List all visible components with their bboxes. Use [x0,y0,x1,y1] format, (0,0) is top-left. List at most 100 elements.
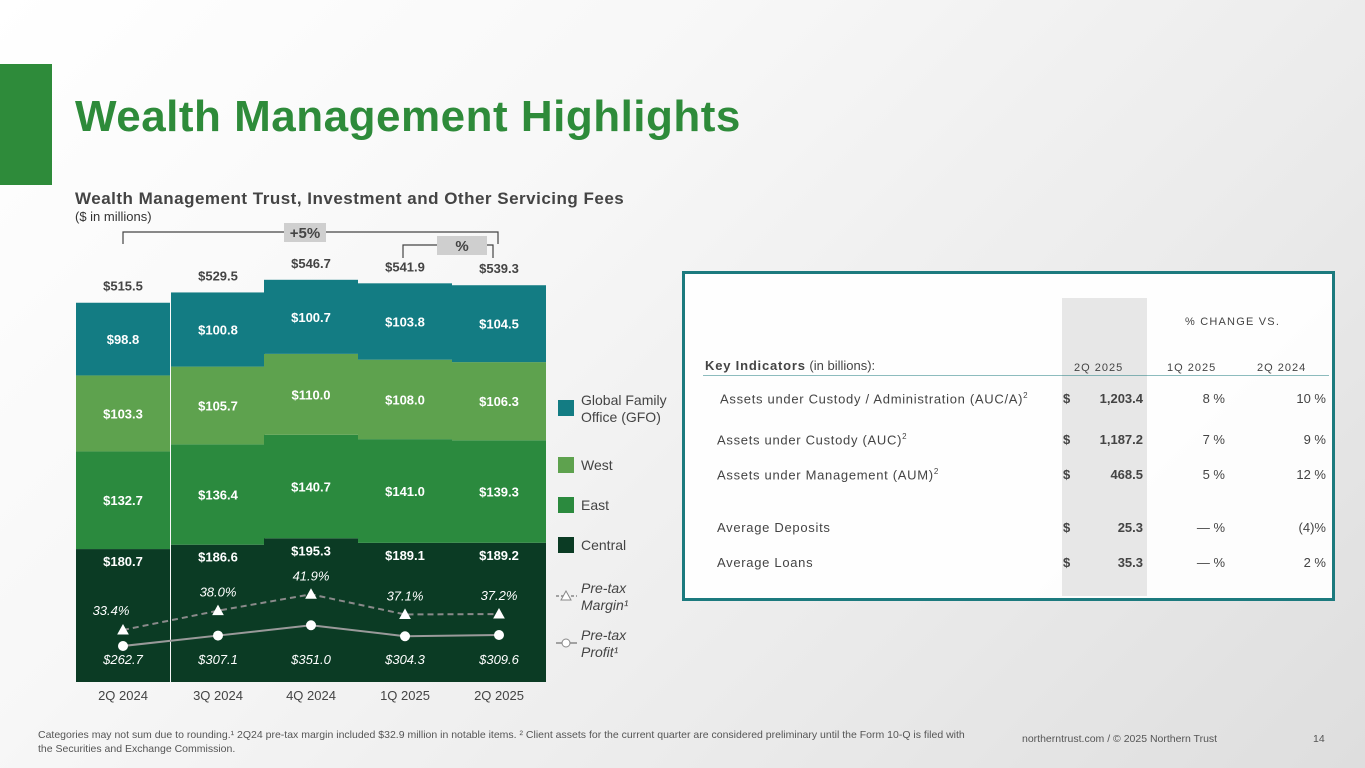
bar-1-0 [76,451,170,550]
legend-label: Profit¹ [581,644,619,660]
margin-label: 38.0% [200,585,237,600]
bar-value-label: $141.0 [385,484,425,499]
column-header-2q2024: 2Q 2024 [1257,362,1307,374]
legend-label: Office (GFO) [581,409,661,425]
margin-point [493,608,505,619]
bar-value-label: $136.4 [198,488,239,503]
kpi-footnote-marker: 2 [1023,391,1029,400]
percent-change-header: % CHANGE VS. [1185,316,1281,328]
legend-swatch [558,400,574,416]
kpi-value: 1,187.2 [1099,432,1143,447]
current-quarter-highlight [1062,298,1147,596]
margin-point [212,604,224,616]
chart-subtitle: ($ in millions) [75,209,152,224]
bar-value-label: $103.3 [103,406,143,421]
kpi-change-1q: 8 % [1202,391,1225,406]
legend-swatch [558,537,574,553]
bar-1-1 [171,444,265,545]
qoq-label-bg [437,236,487,255]
profit-label: $304.3 [384,652,426,667]
kpi-label: Average Loans [717,555,814,570]
profit-point [306,620,316,631]
kpi-change-1q: — % [1196,520,1225,535]
key-indicators-label: Key Indicators [705,358,806,373]
bar-value-label: $189.1 [385,548,425,563]
header-divider [703,375,1329,376]
profit-point [494,629,504,640]
bar-value-label: $104.5 [479,317,519,332]
legend-label: Pre-tax [581,627,627,643]
bar-value-label: $103.8 [385,315,425,330]
kpi-label: Average Deposits [717,520,831,535]
page-number: 14 [1313,733,1325,745]
kpi-change-2q24: (4)% [1298,520,1326,535]
kpi-label: Assets under Custody / Administration (A… [720,391,1029,407]
bar-value-label: $106.3 [479,394,519,409]
key-indicators-panel: % CHANGE VS. Key Indicators (in billions… [682,271,1335,601]
margin-label: 37.1% [387,588,424,603]
bar-value-label: $140.7 [291,480,331,495]
bar-3-4 [452,285,546,363]
bar-value-label: $110.0 [291,387,330,402]
key-indicators-heading: Key Indicators (in billions): [705,358,875,373]
bar-3-2 [264,279,358,354]
bar-value-label: $139.3 [479,485,519,500]
page-title: Wealth Management Highlights [75,92,741,141]
kpi-change-1q: 7 % [1202,432,1225,447]
margin-label: 37.2% [481,588,518,603]
kpi-footnote-marker: 2 [902,432,908,441]
kpi-value: 25.3 [1117,520,1143,535]
profit-point [118,641,128,651]
bar-value-label: $195.3 [291,543,331,558]
kpi-currency: $ [1063,520,1071,535]
legend-label: Pre-tax [581,580,627,596]
bar-value-label: $186.6 [198,550,238,565]
x-tick-label: 3Q 2024 [193,688,243,703]
bar-value-label: $98.8 [107,332,140,347]
profit-point [400,631,410,642]
fees-chart: $180.7 $132.7 $103.3 $98.8 $515.5 2Q 2024 $186… [76,223,667,703]
kpi-label: Assets under Management (AUM)2 [717,467,939,483]
bar-value-label: $100.8 [198,323,238,338]
bar-value-label: $108.0 [385,392,425,407]
growth-label: +5% [290,225,320,242]
legend-label: Central [581,537,626,553]
qoq-label: % [455,238,468,255]
legend-label: East [581,497,609,513]
bar-3-3 [358,283,452,360]
x-tick-label: 2Q 2024 [98,688,148,703]
profit-label: $262.7 [102,652,144,667]
kpi-value: 1,203.4 [1099,391,1143,406]
legend-triangle [560,589,572,601]
legend-label: Margin¹ [581,597,629,613]
total-label: $541.9 [385,259,425,274]
kpi-currency: $ [1063,432,1071,447]
bar-0-2 [264,538,358,682]
margin-label: 33.4% [93,603,130,618]
bar-2-3 [358,359,452,440]
chart-title: Wealth Management Trust, Investment and … [75,189,625,208]
bar-1-2 [264,434,358,539]
bar-0-0 [76,549,170,682]
x-tick-label: 4Q 2024 [286,688,336,703]
bar-3-1 [171,292,265,367]
margin-point [305,588,317,599]
kpi-value: 468.5 [1110,467,1143,482]
kpi-footnote-marker: 2 [933,467,939,476]
key-indicators-unit: (in billions): [805,358,876,373]
x-tick-label: 1Q 2025 [380,688,430,703]
total-label: $515.5 [103,279,143,294]
kpi-currency: $ [1063,391,1071,406]
bar-1-4 [452,440,546,543]
bar-value-label: $189.2 [479,548,519,563]
bar-value-label: $132.7 [103,493,143,508]
footnote: Categories may not sum due to rounding.¹… [38,729,965,755]
total-label: $546.7 [291,256,331,271]
bar-2-2 [264,353,358,435]
bar-3-0 [76,302,170,376]
kpi-change-1q: 5 % [1202,467,1225,482]
site-copyright: northerntrust.com / © 2025 Northern Trus… [1022,733,1218,745]
legend-swatch [558,457,574,473]
bar-1-3 [358,439,452,543]
profit-label: $307.1 [197,652,238,667]
